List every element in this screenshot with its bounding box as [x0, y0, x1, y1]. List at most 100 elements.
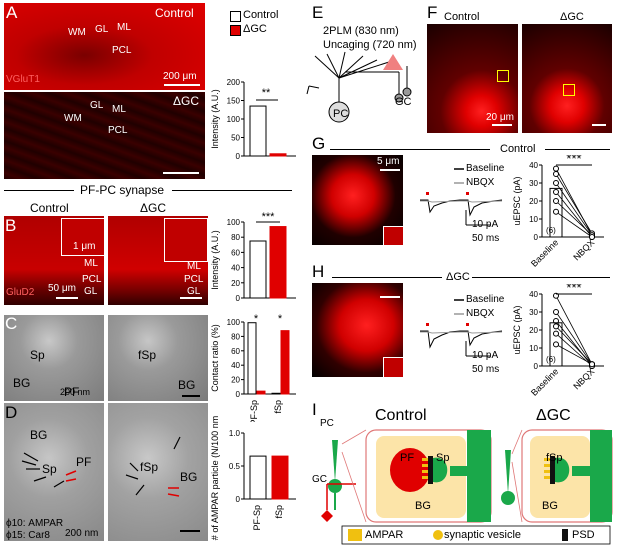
panel-a-wm: WM: [68, 27, 86, 38]
panel-f-control-title: Control: [444, 11, 480, 23]
x-tick-label: PF-Sp: [249, 400, 259, 422]
panel-g-yscale: 10 pA: [472, 219, 499, 230]
y-tick-label: 60: [231, 347, 240, 356]
panel-b-gl: GL: [84, 286, 98, 297]
chart-d: 0 0.5 1.0 # of AMPAR particle (N/100 nm PSD…: [210, 415, 296, 540]
x-tick-label: fSp: [273, 400, 283, 414]
y-tick-label: 40: [529, 290, 538, 299]
panel-e-line2: Uncaging (720 nm): [323, 39, 417, 51]
panel-d-footnote-1: ϕ10: AMPAR: [6, 518, 64, 529]
panel-b-scale-label: 50 μm: [48, 283, 76, 294]
panel-f-control-roi: [497, 70, 509, 82]
panel-c-bg-2: BG: [178, 378, 196, 392]
point-nbqx: [589, 361, 595, 368]
legend-dgc-label: ΔGC: [243, 23, 267, 35]
panel-i-dgc-title: ΔGC: [536, 407, 571, 424]
red-arrows: [65, 470, 180, 497]
panel-i-legend-ampar: AMPAR: [365, 529, 404, 541]
panel-h-legend-nbqx: NBQX: [466, 308, 495, 319]
panel-b-ml-1: ML: [84, 258, 98, 269]
panel-e-pc: PC: [333, 108, 349, 120]
y-tick-label: 0: [236, 390, 241, 399]
black-arrows: [21, 436, 181, 496]
point-baseline: [553, 309, 559, 315]
y-tick-label: 1.0: [229, 429, 241, 438]
y-tick-label: 20: [529, 197, 538, 206]
panel-i-pc: PC: [320, 418, 334, 429]
n-label: (6): [546, 355, 556, 364]
pair-line: [555, 295, 593, 365]
panel-h-scale-bar: [380, 296, 400, 298]
laser-cone: [383, 54, 403, 70]
section-rule-left: [4, 190, 74, 191]
panel-b-dgc-title: ΔGC: [140, 201, 167, 215]
panel-d-letter: D: [5, 403, 18, 422]
legend-dgc-swatch: [230, 25, 241, 36]
y-tick-label: 40: [231, 264, 240, 273]
y-tick-label: 80: [231, 233, 240, 242]
y-tick-label: 10: [529, 344, 538, 353]
y-tick-label: 200: [227, 78, 241, 87]
panel-f-dgc-image: [522, 24, 612, 133]
panel-i-gc: GC: [312, 474, 327, 485]
y-axis-label: uEPSC (pA): [512, 305, 522, 354]
panel-i-bg: BG: [415, 500, 431, 512]
panel-f-dgc-roi: [563, 84, 575, 96]
panel-a-dgc-image: [4, 92, 205, 179]
y-tick-label: 150: [227, 97, 241, 106]
y-tick-label: 0: [236, 495, 241, 504]
panel-a-scale-bar-2: [163, 172, 199, 174]
x-tick-label: fSp: [274, 505, 284, 519]
panel-b-scale-bar-2: [180, 297, 202, 299]
y-tick-label: 0: [236, 294, 241, 303]
panel-a-letter: A: [6, 3, 18, 22]
y-tick-label: 100: [227, 115, 241, 124]
panel-h-trace: [420, 299, 503, 357]
y-tick-label: 30: [529, 308, 538, 317]
bar-dgc: [269, 153, 287, 157]
panel-d-scale-bar: [180, 530, 200, 532]
panel-f-control-image: [427, 24, 518, 133]
pair-line: [555, 182, 593, 236]
panel-e-letter: E: [312, 3, 324, 22]
panel-h-title: ΔGC: [446, 271, 470, 283]
y-tick-label: 50: [231, 134, 240, 143]
panel-g-letter: G: [312, 134, 326, 153]
mean-bar-baseline: [549, 187, 563, 238]
mean-bar-baseline: [549, 322, 563, 367]
panel-d-footnote-2: ϕ15: Car8: [6, 530, 50, 541]
chart-c: 0 20 40 60 80 100 Contact ratio (%) PF-Sp * fSp *: [210, 313, 296, 422]
panel-d-sp: Sp: [42, 462, 57, 476]
panel-b-pcl: PCL: [82, 274, 102, 285]
legend-control-swatch: [230, 11, 241, 22]
panel-e-schematic: [306, 51, 412, 123]
x-tick-label: PF-Sp: [252, 505, 262, 531]
panel-d-pf: PF: [76, 455, 92, 469]
panel-g-rule-right: [545, 149, 610, 150]
panel-h-legend-baseline: Baseline: [466, 294, 505, 305]
point-baseline: [553, 171, 559, 177]
panel-d-bg: BG: [30, 428, 48, 442]
point-baseline: [553, 323, 559, 330]
bar-PF-Sp: [249, 455, 267, 500]
panel-c-scale-bar: [182, 395, 200, 397]
panel-i-sp: Sp: [436, 452, 450, 464]
y-tick-label: 100: [227, 318, 241, 327]
y-axis-label: uEPSC (pA): [512, 176, 522, 225]
panel-h-rule-left: [332, 277, 442, 278]
sig-label: **: [262, 87, 271, 99]
panel-h-inset: [383, 357, 404, 378]
panel-i-fsp: fSp: [546, 452, 563, 464]
panel-b-control-inset: [61, 218, 105, 256]
panel-i-bg-2: BG: [542, 500, 558, 512]
panel-a-gl: GL: [95, 24, 109, 35]
bar-PF-Sp-ΔGC: [256, 390, 266, 395]
point-baseline: [553, 330, 559, 337]
panel-g-legend-nbqx: NBQX: [466, 177, 495, 188]
bar-fSp-ΔGC: [280, 330, 290, 395]
panel-b-dgc-inset: [164, 218, 208, 262]
panel-g-rule-left: [330, 149, 490, 150]
y-axis-label: Intensity (A.U.): [210, 89, 220, 149]
point-baseline: [553, 208, 559, 215]
panel-b-ml-2: ML: [187, 261, 201, 272]
